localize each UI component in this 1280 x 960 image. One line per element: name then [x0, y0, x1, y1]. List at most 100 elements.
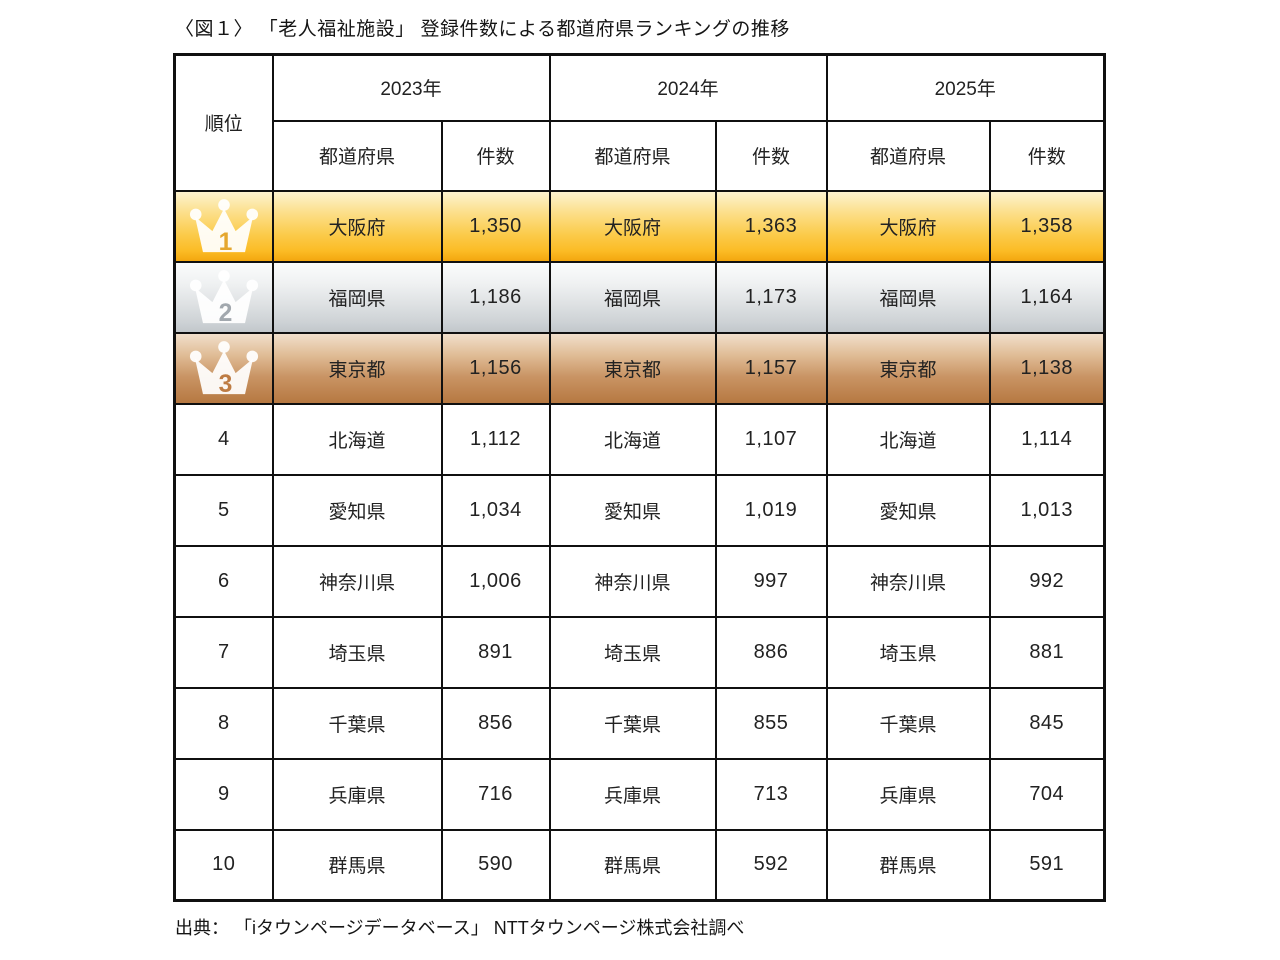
crown-bronze-icon: 3: [189, 341, 258, 397]
prefecture-cell: 大阪府: [825, 189, 991, 263]
count-cell: 716: [440, 757, 551, 831]
prefecture-ranking-table: 順位 2023年 2024年 2025年 都道府県 件数 都道府県 件数 都道府…: [173, 53, 1106, 902]
prefecture-cell: 群馬県: [271, 828, 443, 902]
prefecture-cell: 神奈川県: [548, 544, 717, 618]
rank-cell-2: 2: [173, 260, 274, 334]
count-header-2024: 件数: [714, 119, 828, 192]
count-cell: 891: [440, 615, 551, 689]
rank-cell-3: 3: [173, 331, 274, 405]
svg-text:2: 2: [218, 300, 232, 326]
count-cell: 1,173: [714, 260, 828, 334]
count-cell: 591: [988, 828, 1106, 902]
year-header-2023: 2023年: [271, 53, 551, 122]
prefecture-cell: 東京都: [548, 331, 717, 405]
prefecture-cell: 群馬県: [548, 828, 717, 902]
prefecture-cell: 北海道: [825, 402, 991, 476]
rank-cell-8: 8: [173, 686, 274, 760]
count-cell: 1,350: [440, 189, 551, 263]
table-row-rank1: 1 大阪府 1,350 大阪府 1,363 大阪府 1,358: [173, 189, 1106, 263]
svg-text:3: 3: [218, 371, 232, 397]
header-year-row: 順位 2023年 2024年 2025年: [173, 53, 1106, 192]
count-cell: 855: [714, 686, 828, 760]
header-sub-row: 都道府県 件数 都道府県 件数 都道府県 件数: [175, 119, 1106, 192]
table-row-rank3: 3 東京都 1,156 東京都 1,157 東京都 1,138: [173, 331, 1106, 405]
count-cell: 1,114: [988, 402, 1106, 476]
prefecture-cell: 福岡県: [825, 260, 991, 334]
prefecture-cell: 兵庫県: [271, 757, 443, 831]
prefecture-cell: 埼玉県: [825, 615, 991, 689]
prefecture-cell: 大阪府: [548, 189, 717, 263]
count-cell: 886: [714, 615, 828, 689]
count-cell: 1,363: [714, 189, 828, 263]
rank-cell-10: 10: [173, 828, 274, 902]
prefecture-cell: 兵庫県: [825, 757, 991, 831]
crown-silver-icon: 2: [189, 270, 258, 326]
crown-gold-icon: 1: [189, 199, 258, 255]
prefecture-cell: 北海道: [271, 402, 443, 476]
prefecture-cell: 愛知県: [548, 473, 717, 547]
prefecture-header-2024: 都道府県: [548, 119, 717, 192]
prefecture-cell: 北海道: [548, 402, 717, 476]
prefecture-cell: 群馬県: [825, 828, 991, 902]
prefecture-cell: 神奈川県: [825, 544, 991, 618]
count-cell: 1,164: [988, 260, 1106, 334]
count-cell: 881: [988, 615, 1106, 689]
prefecture-cell: 埼玉県: [548, 615, 717, 689]
svg-text:1: 1: [218, 229, 232, 255]
prefecture-cell: 福岡県: [271, 260, 443, 334]
rank-cell-5: 5: [173, 473, 274, 547]
year-header-2025: 2025年: [825, 53, 1106, 122]
rank-cell-4: 4: [173, 402, 274, 476]
prefecture-cell: 神奈川県: [271, 544, 443, 618]
count-cell: 704: [988, 757, 1106, 831]
prefecture-cell: 大阪府: [271, 189, 443, 263]
count-cell: 1,006: [440, 544, 551, 618]
prefecture-cell: 愛知県: [271, 473, 443, 547]
prefecture-cell: 愛知県: [825, 473, 991, 547]
prefecture-cell: 埼玉県: [271, 615, 443, 689]
rank-column-header: 順位: [173, 53, 274, 192]
prefecture-cell: 千葉県: [271, 686, 443, 760]
count-cell: 713: [714, 757, 828, 831]
count-cell: 592: [714, 828, 828, 902]
figure-page: 〈図１〉 「老人福祉施設」 登録件数による都道府県ランキングの推移 順位 202…: [173, 12, 1133, 940]
count-cell: 590: [440, 828, 551, 902]
table-row-rank8: 8 千葉県 856 千葉県 855 千葉県 845: [173, 686, 1106, 760]
prefecture-cell: 兵庫県: [548, 757, 717, 831]
prefecture-header-2023: 都道府県: [271, 119, 443, 192]
count-header-2025: 件数: [988, 119, 1106, 192]
count-cell: 1,138: [988, 331, 1106, 405]
table-row-rank4: 4 北海道 1,112 北海道 1,107 北海道 1,114: [173, 402, 1106, 476]
count-cell: 1,034: [440, 473, 551, 547]
count-cell: 997: [714, 544, 828, 618]
rank-cell-7: 7: [173, 615, 274, 689]
rank-cell-6: 6: [173, 544, 274, 618]
count-cell: 1,107: [714, 402, 828, 476]
count-cell: 1,013: [988, 473, 1106, 547]
figure-title: 〈図１〉 「老人福祉施設」 登録件数による都道府県ランキングの推移: [175, 19, 790, 40]
count-cell: 1,157: [714, 331, 828, 405]
count-cell: 1,358: [988, 189, 1106, 263]
prefecture-cell: 東京都: [825, 331, 991, 405]
count-cell: 1,019: [714, 473, 828, 547]
table-row-rank5: 5 愛知県 1,034 愛知県 1,019 愛知県 1,013: [173, 473, 1106, 547]
count-cell: 845: [988, 686, 1106, 760]
rank-cell-9: 9: [173, 757, 274, 831]
table-row-rank7: 7 埼玉県 891 埼玉県 886 埼玉県 881: [173, 615, 1106, 689]
count-cell: 992: [988, 544, 1106, 618]
prefecture-cell: 千葉県: [548, 686, 717, 760]
table-row-rank6: 6 神奈川県 1,006 神奈川県 997 神奈川県 992: [173, 544, 1106, 618]
prefecture-cell: 東京都: [271, 331, 443, 405]
table-row-rank9: 9 兵庫県 716 兵庫県 713 兵庫県 704: [173, 757, 1106, 831]
count-cell: 1,186: [440, 260, 551, 334]
source-note: 出典： 「iタウンページデータベース」 NTTタウンページ株式会社調べ: [175, 918, 745, 938]
count-cell: 1,112: [440, 402, 551, 476]
year-header-2024: 2024年: [548, 53, 828, 122]
rank-cell-1: 1: [173, 189, 274, 263]
count-cell: 1,156: [440, 331, 551, 405]
count-cell: 856: [440, 686, 551, 760]
prefecture-header-2025: 都道府県: [825, 119, 991, 192]
count-header-2023: 件数: [440, 119, 551, 192]
table-row-rank10: 10 群馬県 590 群馬県 592 群馬県 591: [173, 828, 1106, 902]
prefecture-cell: 福岡県: [548, 260, 717, 334]
